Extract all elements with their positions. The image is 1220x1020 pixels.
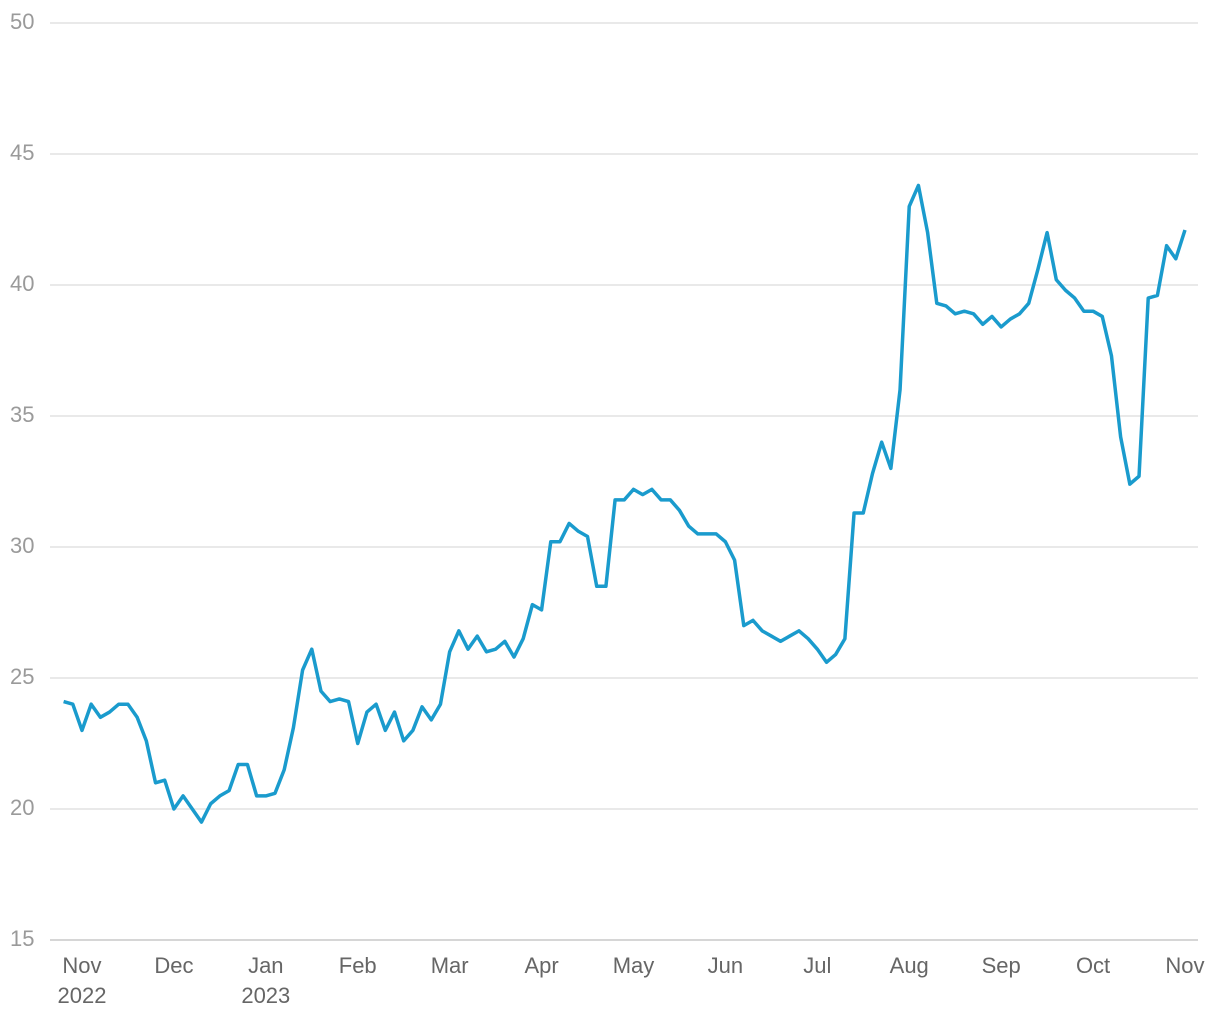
y-tick-label: 50 xyxy=(10,9,34,34)
y-tick-label: 25 xyxy=(10,664,34,689)
y-tick-label: 40 xyxy=(10,271,34,296)
y-tick-label: 35 xyxy=(10,402,34,427)
x-tick-label: Aug xyxy=(889,953,929,978)
y-tick-label: 15 xyxy=(10,926,34,951)
x-tick-label: Feb xyxy=(338,953,377,978)
x-tick-label: Nov xyxy=(1165,953,1205,978)
x-tick-label: Apr xyxy=(524,953,559,978)
x-tick-label: Dec xyxy=(154,953,194,978)
x-tick-label: Jan 2023 xyxy=(241,953,291,1008)
x-tick-label: Oct xyxy=(1075,953,1111,978)
y-tick-label: 20 xyxy=(10,795,34,820)
x-tick-label: May xyxy=(612,953,655,978)
x-tick-label: Jun xyxy=(707,953,744,978)
x-tick-label: Nov 2022 xyxy=(57,953,107,1008)
x-tick-label: Sep xyxy=(981,953,1021,978)
data-line xyxy=(63,183,1187,824)
x-tick-label: Jul xyxy=(803,953,832,978)
x-tick-label: Mar xyxy=(430,953,469,978)
y-tick-label: 45 xyxy=(10,140,34,165)
y-tick-label: 30 xyxy=(10,533,34,558)
